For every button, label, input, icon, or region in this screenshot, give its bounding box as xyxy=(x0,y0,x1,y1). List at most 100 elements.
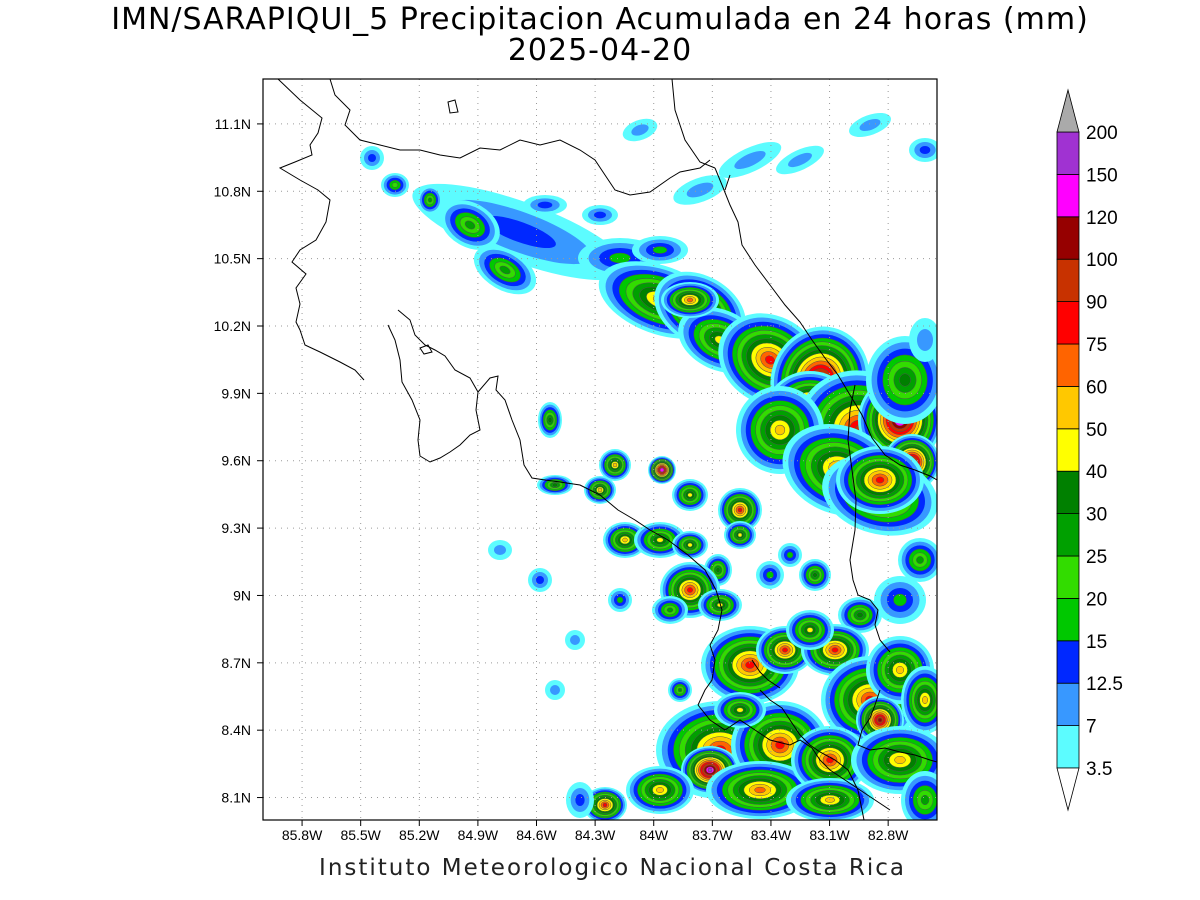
rain-contour xyxy=(631,124,649,136)
rain-contour xyxy=(652,246,668,254)
rain-cell xyxy=(622,118,658,142)
colorbar-box xyxy=(1056,173,1080,218)
colorbar-label: 3.5 xyxy=(1086,759,1112,780)
rain-cell xyxy=(584,476,616,504)
colorbar-label: 15 xyxy=(1086,632,1107,653)
rain-contour xyxy=(894,755,906,765)
rain-contour xyxy=(427,197,433,203)
colorbar-label: 90 xyxy=(1086,293,1107,314)
rain-contour xyxy=(494,545,506,555)
rain-contour xyxy=(734,150,766,170)
rain-cell xyxy=(473,245,537,295)
rain-cell xyxy=(582,205,618,225)
rain-contour xyxy=(655,787,665,793)
plot-frame xyxy=(262,78,938,821)
rain-cell xyxy=(599,449,631,481)
lat-tick-label: 8.4N xyxy=(221,722,251,738)
rain-contour xyxy=(612,462,618,468)
lon-tick-label: 85.5W xyxy=(340,827,381,843)
colorbar-label: 7 xyxy=(1086,717,1097,738)
lat-tick-label: 10.2N xyxy=(214,318,251,334)
rain-contour xyxy=(677,687,683,693)
lat-tick-label: 8.1N xyxy=(221,790,251,806)
rain-cell xyxy=(874,576,926,624)
rain-cell xyxy=(909,318,937,362)
colorbar-label: 150 xyxy=(1086,165,1118,186)
coastline-segment xyxy=(447,99,459,114)
map-title: IMN/SARAPIQUI_5 Precipitacion Acumulada … xyxy=(111,2,1089,37)
rain-cell xyxy=(440,200,500,250)
rain-contour xyxy=(782,647,788,653)
colorbar-box xyxy=(1056,428,1080,472)
colorbar-label: 30 xyxy=(1086,505,1107,526)
rain-cell xyxy=(661,282,719,318)
coastline-segment xyxy=(329,79,711,196)
rain-cell xyxy=(608,588,632,612)
rain-cell xyxy=(528,568,552,592)
colorbar-box xyxy=(1056,513,1080,557)
rain-contour xyxy=(391,182,399,188)
rain-contour xyxy=(537,201,553,209)
rain-cell xyxy=(786,610,834,650)
rain-contour xyxy=(922,695,928,705)
rain-contour xyxy=(737,532,743,538)
coastline-segment xyxy=(751,659,781,689)
rain-contour xyxy=(707,767,713,773)
rain-cell xyxy=(901,771,937,820)
rain-contour xyxy=(602,802,608,808)
rain-cell xyxy=(909,138,937,162)
colorbar-box xyxy=(1056,343,1080,387)
coastline-segment xyxy=(759,689,865,820)
rain-contour xyxy=(786,551,794,559)
colorbar-label: 120 xyxy=(1086,208,1118,229)
rain-cell xyxy=(791,726,869,794)
lat-tick-label: 10.5N xyxy=(214,251,251,267)
colorbar-label: 20 xyxy=(1086,589,1107,610)
rain-cell xyxy=(418,186,442,214)
colorbar-box xyxy=(1056,682,1080,727)
lat-lon-grid xyxy=(263,79,937,820)
map-date: 2025-04-20 xyxy=(507,33,693,68)
rain-contour xyxy=(368,154,376,162)
rain-cell xyxy=(523,195,567,215)
colorbar: 3.5 7 12.5 15 20 25 30 40 50 60 75 90 100 120 150 200 xyxy=(1056,88,1123,812)
lon-tick-label: 82.8W xyxy=(868,827,909,843)
rain-contour xyxy=(687,542,693,548)
colorbar-box xyxy=(1056,640,1080,684)
rain-cell xyxy=(583,787,627,820)
coastline-segment xyxy=(671,79,716,169)
rain-cell xyxy=(632,236,688,264)
rain-contour xyxy=(609,252,631,264)
rain-contour xyxy=(831,647,839,653)
lat-tick-label: 9.9N xyxy=(221,385,251,401)
rain-contour xyxy=(812,572,818,578)
rain-contour xyxy=(893,593,907,607)
colorbar-box xyxy=(1056,301,1080,345)
rain-contour xyxy=(766,571,774,579)
coastline-segment xyxy=(857,689,937,763)
colorbar-under-triangle xyxy=(1056,767,1080,812)
rain-cell xyxy=(648,456,676,484)
coastline-segment xyxy=(697,704,891,811)
rain-cell xyxy=(901,666,937,734)
rain-contour xyxy=(656,537,664,543)
rain-contour xyxy=(788,152,812,168)
latitude-axis: 11.1N 10.8N 10.5N 10.2N 9.9N 9.6N 9.3N 9N 8.7N 8.… xyxy=(214,116,263,806)
rain-cell xyxy=(545,680,565,700)
rain-cell xyxy=(566,782,594,818)
longitude-axis: 85.8W 85.5W 85.2W 84.9W 84.6W 84.3W 84W 83.7W 83… xyxy=(282,820,909,843)
lon-tick-label: 84.3W xyxy=(575,827,616,843)
rain-cell xyxy=(724,521,756,549)
rain-cell xyxy=(756,561,784,589)
colorbar-box xyxy=(1056,598,1080,642)
lat-tick-label: 9.3N xyxy=(221,520,251,536)
rain-contour xyxy=(666,607,674,613)
rain-cell xyxy=(898,538,937,582)
lat-tick-label: 10.8N xyxy=(214,183,251,199)
rain-contour xyxy=(550,685,560,695)
rain-cell xyxy=(626,766,694,814)
rain-cell xyxy=(538,402,562,438)
rain-contour xyxy=(917,329,933,351)
rain-contour xyxy=(659,467,665,473)
